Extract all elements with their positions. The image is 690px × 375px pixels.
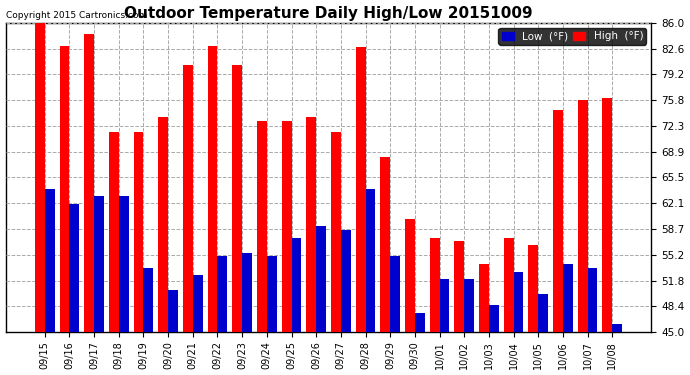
Bar	[538, 294, 548, 332]
Bar	[257, 121, 267, 332]
Bar	[84, 34, 94, 332]
Bar	[464, 279, 474, 332]
Bar	[479, 264, 489, 332]
Bar	[341, 230, 351, 332]
Bar	[134, 132, 144, 332]
Bar	[612, 324, 622, 332]
Title: Outdoor Temperature Daily High/Low 20151009: Outdoor Temperature Daily High/Low 20151…	[124, 6, 533, 21]
Bar	[267, 256, 277, 332]
Bar	[529, 245, 538, 332]
Bar	[119, 196, 128, 332]
Bar	[390, 256, 400, 332]
Bar	[59, 46, 70, 332]
Bar	[70, 204, 79, 332]
Bar	[183, 64, 193, 332]
Bar	[440, 279, 449, 332]
Bar	[217, 256, 228, 332]
Bar	[291, 238, 302, 332]
Bar	[35, 23, 45, 332]
Bar	[513, 272, 524, 332]
Bar	[578, 100, 588, 332]
Bar	[489, 305, 499, 332]
Bar	[355, 47, 366, 332]
Legend: Low  (°F), High  (°F): Low (°F), High (°F)	[498, 28, 647, 45]
Bar	[454, 242, 464, 332]
Bar	[316, 226, 326, 332]
Bar	[602, 98, 612, 332]
Bar	[430, 238, 440, 332]
Bar	[158, 117, 168, 332]
Bar	[306, 117, 316, 332]
Bar	[380, 157, 390, 332]
Bar	[504, 238, 513, 332]
Bar	[193, 275, 203, 332]
Bar	[553, 110, 563, 332]
Bar	[331, 132, 341, 332]
Bar	[588, 268, 598, 332]
Bar	[144, 268, 153, 332]
Bar	[415, 313, 425, 332]
Bar	[242, 253, 252, 332]
Bar	[45, 189, 55, 332]
Bar	[282, 121, 291, 332]
Bar	[94, 196, 104, 332]
Bar	[563, 264, 573, 332]
Bar	[208, 46, 217, 332]
Bar	[233, 64, 242, 332]
Bar	[405, 219, 415, 332]
Bar	[168, 290, 178, 332]
Bar	[366, 189, 375, 332]
Bar	[109, 132, 119, 332]
Text: Copyright 2015 Cartronics.com: Copyright 2015 Cartronics.com	[6, 11, 147, 20]
